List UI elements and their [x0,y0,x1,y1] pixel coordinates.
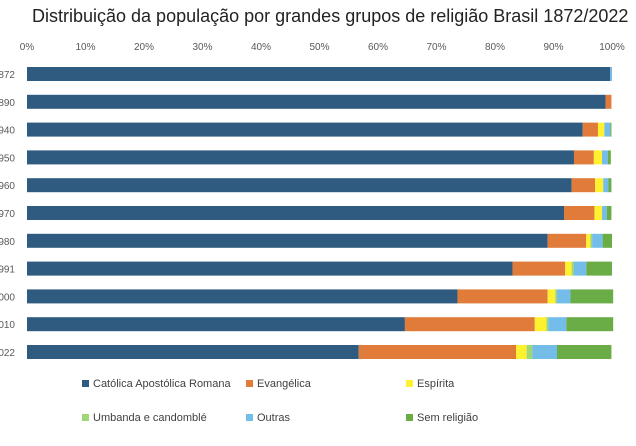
x-tick-label: 60% [368,42,388,53]
bar-segment-1960-s5 [608,178,612,193]
bar-segment-1991-s3 [571,261,574,276]
y-tick-label: 980 [0,237,15,248]
bar-segment-1980-s1 [547,233,587,248]
bar-segment-2000-s2 [547,289,556,304]
y-tick-label: 940 [0,126,15,137]
x-tick-label: 10% [75,42,95,53]
bar-segment-1970-s1 [564,206,595,220]
bar-segment-1940-s2 [597,122,605,137]
bar-segment-1980-s4 [592,233,603,248]
bar-segment-1970-s0 [27,206,565,220]
bar-segment-2010-s0 [27,317,405,332]
bar-segment-1960-s4 [603,178,609,193]
bar-segment-2022-s3 [526,345,533,359]
legend-swatch [246,414,253,421]
bar-segment-2010-s5 [566,317,614,332]
bar-segment-1991-s1 [512,261,566,276]
bar-segment-2022-s5 [557,345,612,359]
y-tick-label: 872 [0,70,15,81]
x-tick-label: 90% [543,42,563,53]
bar-segment-1872-s4 [610,67,612,81]
legend: Católica Apostólica Romana Evangélica Espí… [82,378,478,424]
y-tick-label: 970 [0,209,15,220]
y-tick-label: 022 [0,348,15,359]
legend-swatch [406,380,413,387]
y-tick-label: 010 [0,320,15,331]
bar-segment-1980-s0 [27,233,548,248]
x-tick-label: 50% [309,42,329,53]
legend-label: Evangélica [257,378,312,390]
bar-segment-1970-s4 [602,206,607,220]
bar-segment-1991-s0 [27,261,513,276]
y-tick-label: 960 [0,181,15,192]
bar-segment-1980-s3 [590,233,593,248]
bar-segment-2000-s3 [555,289,558,304]
bar-segment-1872-s0 [27,67,611,81]
bar-segment-1940-s4 [604,122,611,137]
y-tick-label: 000 [0,292,15,303]
bar-segment-1960-s2 [595,178,604,193]
x-tick-label: 30% [192,42,212,53]
bar-segment-1950-s4 [602,150,608,165]
legend-swatch [82,414,89,421]
x-axis-ticks: 0% 10% 20% 30% 40% 50% 60% 70% 80% 90% 100% [20,42,625,53]
y-tick-label: 950 [0,153,15,164]
bar-segment-1940-s0 [27,122,583,137]
y-tick-label: 991 [0,265,15,276]
bar-segment-1980-s5 [602,233,612,248]
legend-label: Umbanda e candomblé [93,412,207,424]
y-axis-ticks: 872 890 940 950 960 970 980 991 000 010 022 [0,70,15,359]
bar-segment-2022-s1 [358,345,517,359]
bar-segment-1940-s1 [582,122,598,137]
bar-segment-2010-s3 [546,317,549,332]
legend-label: Sem religião [417,412,478,424]
bar-segment-1980-s2 [586,233,591,248]
legend-label: Outras [257,412,291,424]
bar-segment-2000-s5 [570,289,614,304]
bars [27,67,614,359]
bar-segment-1991-s5 [586,261,612,276]
x-tick-label: 70% [426,42,446,53]
bar-segment-1950-s1 [573,150,594,165]
x-tick-label: 40% [251,42,271,53]
legend-swatch [82,380,89,387]
legend-label: Espírita [417,378,455,390]
bar-segment-1970-s2 [594,206,603,220]
bar-segment-1960-s0 [27,178,572,193]
bar-segment-2022-s0 [27,345,359,359]
bar-segment-1991-s4 [573,261,587,276]
bar-segment-2010-s4 [548,317,567,332]
bar-segment-2022-s2 [516,345,527,359]
x-tick-label: 80% [485,42,505,53]
bar-segment-1991-s2 [565,261,572,276]
bar-segment-1940-s5 [610,122,612,137]
bar-segment-1950-s0 [27,150,574,165]
x-tick-label: 20% [134,42,154,53]
bar-segment-2010-s2 [534,317,547,332]
bar-segment-1950-s2 [593,150,603,165]
bar-segment-2000-s0 [27,289,458,304]
bar-segment-1890-s0 [27,94,606,109]
legend-label: Católica Apostólica Romana [93,378,231,390]
bar-segment-1960-s1 [571,178,596,193]
bar-segment-2022-s4 [532,345,558,359]
legend-swatch [406,414,413,421]
bar-segment-2010-s1 [404,317,535,332]
bar-segment-1970-s5 [606,206,612,220]
bar-segment-1890-s1 [605,94,612,109]
chart-title: Distribuição da população por grandes gr… [32,6,629,26]
bar-segment-2000-s1 [457,289,548,304]
x-tick-label: 0% [20,42,35,53]
y-tick-label: 890 [0,98,15,109]
bar-segment-2000-s4 [557,289,571,304]
x-tick-label: 100% [599,42,625,53]
bar-segment-1950-s5 [607,150,611,165]
legend-swatch [246,380,253,387]
